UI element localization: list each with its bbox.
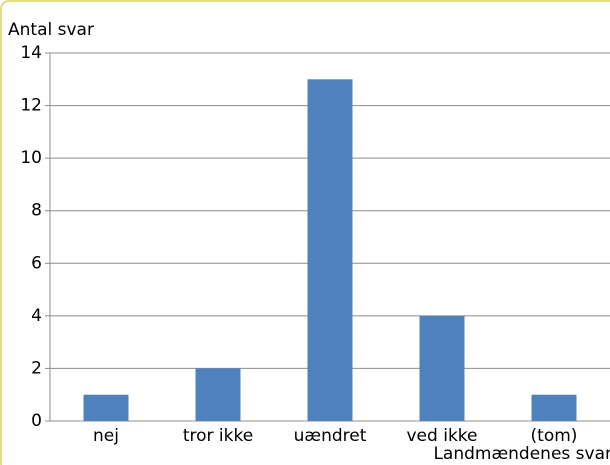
- y-axis-label: Antal svar: [8, 20, 94, 40]
- y-tick-label: 6: [31, 253, 42, 273]
- y-tick-label: 14: [20, 43, 42, 63]
- bar: [307, 79, 353, 422]
- bar: [419, 315, 465, 421]
- y-tick-label: 10: [20, 148, 42, 168]
- x-tick-label: uændret: [294, 426, 367, 446]
- x-tick-label: (tom): [531, 426, 578, 446]
- y-tick-label: 8: [31, 201, 42, 221]
- y-tick-label: 0: [31, 411, 42, 431]
- bar: [531, 394, 577, 421]
- y-tick-label: 12: [20, 96, 42, 116]
- x-tick-label: ved ikke: [407, 426, 478, 446]
- y-tick-label: 4: [31, 306, 42, 326]
- x-tick-label: nej: [93, 426, 119, 446]
- y-tick-label: 2: [31, 358, 42, 378]
- x-axis-label: Landmændenes svar: [433, 444, 610, 464]
- x-tick-label: tror ikke: [183, 426, 253, 446]
- bar: [83, 394, 129, 421]
- bar: [195, 368, 241, 421]
